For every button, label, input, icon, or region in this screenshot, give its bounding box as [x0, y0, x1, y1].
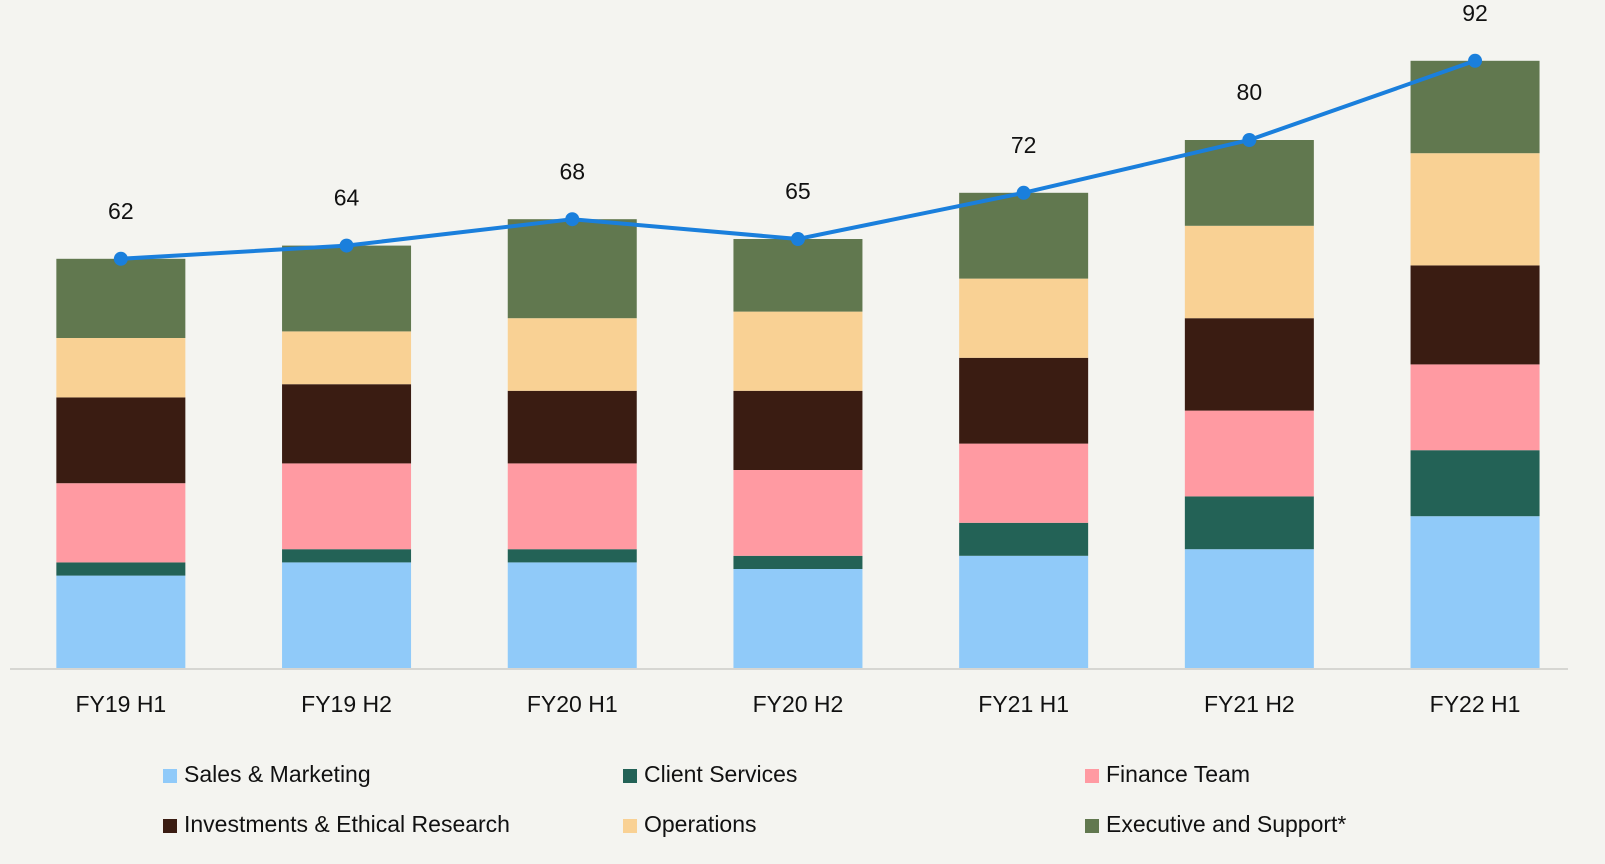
bar-segment: [1410, 265, 1540, 365]
bar-segment: [733, 470, 863, 556]
bar-segment: [282, 463, 412, 550]
bar-segment: [733, 569, 863, 668]
x-tick-label: FY19 H1: [75, 691, 166, 717]
total-point: [339, 238, 354, 253]
bar-segment: [507, 390, 637, 464]
bar-segment: [1184, 225, 1314, 319]
data-label: 80: [1237, 79, 1263, 105]
bar-segment: [1184, 318, 1314, 411]
bar-segment: [507, 549, 637, 563]
bar-segment: [1410, 450, 1540, 517]
bar-segment: [56, 397, 186, 484]
bar-segment: [282, 245, 412, 332]
bar-segment: [56, 258, 186, 338]
bar-segment: [507, 562, 637, 668]
x-tick-label: FY20 H1: [527, 691, 618, 717]
bar-segment: [733, 239, 863, 312]
bar-segment: [1410, 153, 1540, 266]
legend-label: Investments & Ethical Research: [184, 811, 510, 837]
legend-label: Sales & Marketing: [184, 761, 371, 787]
bar-segment: [56, 575, 186, 668]
total-point: [1016, 185, 1031, 200]
bar-segment: [1410, 516, 1540, 668]
legend-label: Finance Team: [1106, 761, 1250, 787]
data-label: 72: [1011, 132, 1037, 158]
total-point: [565, 212, 580, 227]
bar-segment: [1184, 140, 1314, 226]
data-label: 64: [334, 185, 360, 211]
total-point: [1468, 53, 1483, 68]
bar-segment: [56, 338, 186, 398]
bar-segment: [282, 562, 412, 668]
bar-segment: [507, 219, 637, 319]
bar-segment: [1184, 549, 1314, 668]
bar-segment: [507, 318, 637, 391]
x-tick-label: FY21 H2: [1204, 691, 1295, 717]
x-tick-label: FY20 H2: [753, 691, 844, 717]
bar-segment: [733, 311, 863, 391]
legend-swatch: [163, 769, 177, 783]
bar-segment: [507, 463, 637, 550]
bar-segment: [959, 357, 1089, 444]
legend-swatch: [623, 769, 637, 783]
bar-segment: [282, 331, 412, 385]
bar-segment: [1184, 496, 1314, 550]
data-label: 62: [108, 198, 134, 224]
legend-swatch: [623, 819, 637, 833]
bar-segment: [959, 522, 1089, 556]
data-label: 65: [785, 178, 811, 204]
legend-label: Operations: [644, 811, 757, 837]
total-point: [113, 251, 128, 266]
bar-segment: [1410, 364, 1540, 451]
legend-label: Executive and Support*: [1106, 811, 1346, 837]
bar-segment: [959, 443, 1089, 523]
legend-swatch: [1085, 819, 1099, 833]
data-label: 68: [559, 158, 585, 184]
total-point: [1242, 133, 1257, 147]
bar-segment: [282, 384, 412, 464]
bar-segment: [733, 555, 863, 569]
legend-swatch: [1085, 769, 1099, 783]
x-tick-label: FY22 H1: [1430, 691, 1521, 717]
bar-segment: [733, 390, 863, 470]
bar-segment: [959, 278, 1089, 358]
x-tick-label: FY19 H2: [301, 691, 392, 717]
bar-segment: [282, 549, 412, 563]
bar-segment: [56, 483, 186, 563]
bar-segment: [959, 555, 1089, 668]
legend-label: Client Services: [644, 761, 797, 787]
bar-segment: [56, 562, 186, 576]
data-label: 92: [1462, 0, 1488, 26]
total-point: [790, 232, 805, 246]
bar-segment: [1184, 410, 1314, 497]
bar-segment: [959, 192, 1089, 279]
legend-swatch: [163, 819, 177, 833]
x-tick-label: FY21 H1: [978, 691, 1069, 717]
